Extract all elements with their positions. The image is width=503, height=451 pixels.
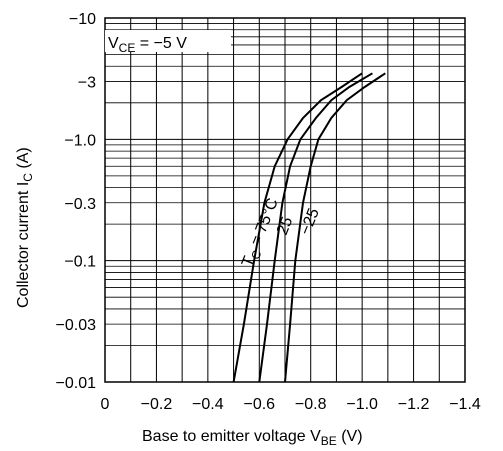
x-axis-label-sub: BE [321,434,337,448]
y-tick-label: −10 [69,11,96,28]
condition-main: V [108,35,119,52]
x-tick-label: −0.4 [192,396,224,413]
condition-label: VCE = −5 V [108,35,187,55]
chart-grid [104,17,466,383]
series-line-0 [232,72,363,383]
y-tick-label: −0.1 [64,254,96,271]
x-axis-label-unit: (V) [337,428,363,445]
y-tick-label: −0.3 [64,196,96,213]
x-tick-label: −0.2 [141,396,173,413]
series-line-1 [258,72,373,383]
x-tick-label: 0 [101,396,110,413]
x-tick-label: −0.8 [295,396,327,413]
x-tick-label: −1.0 [346,396,378,413]
condition-sub: CE [119,41,136,55]
x-axis-label-main: Base to emitter voltage V [142,428,321,445]
y-axis-label-unit: (A) [15,147,32,173]
y-axis-label: Collector current IC (A) [15,147,35,308]
chart-curves [232,72,386,383]
x-axis-label: Base to emitter voltage VBE (V) [142,428,363,448]
y-tick-label: −0.03 [56,317,97,334]
y-tick-label: −1.0 [64,132,96,149]
x-tick-label: −1.4 [449,396,481,413]
y-tick-label: −0.01 [56,375,97,392]
series-line-2 [284,72,386,383]
y-axis-label-main: Collector current I [15,182,32,308]
y-axis-label-sub: C [21,173,35,182]
x-tick-label: −1.2 [398,396,430,413]
y-tick-label: −3 [78,74,96,91]
curve-label-25: 25 [274,215,296,238]
x-tick-label: −0.6 [243,396,275,413]
condition-rest: = −5 V [135,35,187,52]
curve-label-minus25: −25 [297,206,323,238]
condition-label-background [105,30,231,52]
chart-labels: 0 −0.2 −0.4 −0.6 −0.8 −1.0 −1.2 −1.4 −10 −3 −1.0 −0… [56,11,481,413]
